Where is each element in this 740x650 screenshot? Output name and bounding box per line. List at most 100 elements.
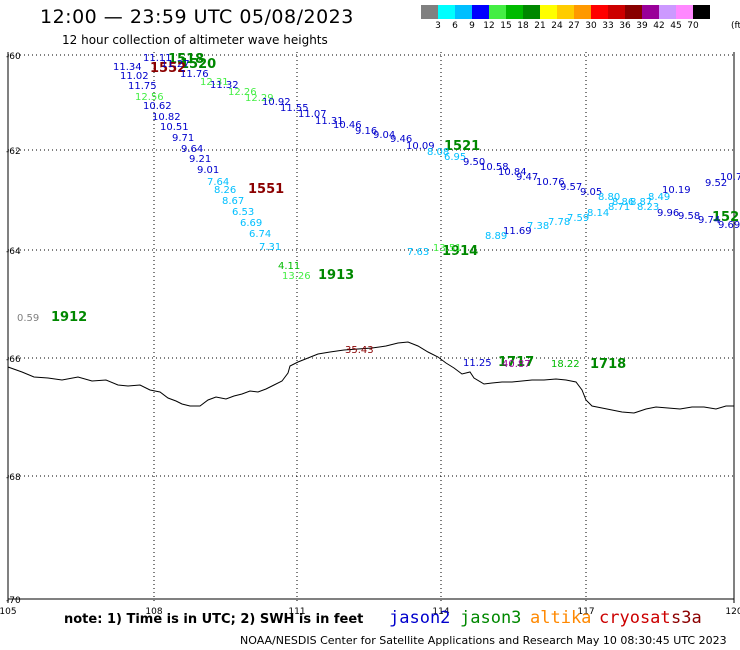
longitude-tick-label: 120: [725, 607, 740, 617]
track-id-label: 1913: [318, 268, 354, 283]
wave-height-label: 10.19: [662, 185, 691, 196]
wave-height-label: 11.32: [210, 80, 239, 91]
wave-height-label: 9.21: [189, 154, 211, 165]
track-id-label: 1552: [150, 61, 186, 76]
wave-height-label: 12.26: [228, 87, 257, 98]
colorbar-tick-label: 9: [469, 21, 475, 31]
wave-height-label: 8.08: [427, 147, 449, 158]
wave-height-label: 9.16: [355, 126, 377, 137]
wave-height-label: 7.38: [527, 221, 549, 232]
track-id-label: 1518: [168, 52, 204, 67]
wave-height-label: 11.11: [143, 53, 172, 64]
colorbar-tick-label: 12: [483, 21, 495, 31]
colorbar-tick-label: 33: [602, 21, 614, 31]
colorbar-swatch: [608, 5, 625, 19]
wave-height-label: 11.27: [161, 59, 190, 70]
wave-height-label: 11.69: [503, 226, 532, 237]
wave-height-label: 10.58: [480, 162, 509, 173]
colorbar-swatch: [642, 5, 659, 19]
wave-height-label: 10.51: [160, 122, 189, 133]
wave-height-label: 11.75: [128, 81, 157, 92]
track-id-label: 1717: [498, 355, 534, 370]
wave-height-label: 11.25: [463, 358, 492, 369]
wave-height-label: 10.09: [406, 141, 435, 152]
colorbar-swatch: [455, 5, 472, 19]
wave-height-label: 10.46: [333, 120, 362, 131]
colorbar-swatch: [472, 5, 489, 19]
latitude-tick-label: -60: [6, 52, 21, 62]
longitude-tick-label: 111: [288, 607, 305, 617]
graticule: 105 108 111 114 117 120 -60 -62 -64 -66 -68 -70: [0, 52, 740, 617]
colorbar-tick-label: 21: [534, 21, 546, 31]
colorbar-tick-label: 70: [687, 21, 699, 31]
satellite-legend-jason2: jason2: [389, 608, 451, 628]
wave-height-label: 8.14: [587, 208, 609, 219]
page-title: 12:00 — 23:59 UTC 05/08/2023: [40, 6, 354, 28]
colorbar-swatch: [489, 5, 506, 19]
wave-height-label: 6.95: [444, 152, 466, 163]
wave-height-label: 10.92: [262, 97, 291, 108]
wave-height-label: 9.57: [560, 182, 582, 193]
wave-height-label: 12.56: [135, 92, 164, 103]
colorbar-swatch: [421, 5, 438, 19]
wave-height-label: 9.64: [181, 144, 203, 155]
wave-height-label: 11.76: [180, 69, 209, 80]
wave-height-label: 8.23: [637, 202, 659, 213]
wave-height-label: 6.69: [240, 218, 262, 229]
colorbar-labels: 3 6 9 12 15 18 21 24 27 30 33 36 39 42 45 70: [421, 21, 740, 33]
satellite-legend-altika: altika: [530, 608, 592, 628]
wave-height-label: 9.05: [580, 187, 602, 198]
colorbar: [421, 5, 710, 19]
colorbar-tick-label: 42: [653, 21, 665, 31]
colorbar-tick-label: 6: [452, 21, 458, 31]
wave-height-label: 9.71: [172, 133, 194, 144]
wave-height-label: 10.7: [720, 172, 740, 183]
colorbar-unit: (ft): [731, 21, 740, 31]
colorbar-swatch: [625, 5, 642, 19]
wave-height-label: 6.53: [232, 207, 254, 218]
colorbar-tick-label: 45: [670, 21, 682, 31]
wave-height-label: 11.02: [120, 71, 149, 82]
wave-height-label: 9.69: [718, 220, 740, 231]
wave-height-label: 9.96: [657, 208, 679, 219]
wave-height-label: 7.59: [567, 213, 589, 224]
wave-height-label: 11.55: [280, 103, 309, 114]
wave-height-label: 8.49: [648, 192, 670, 203]
colorbar-swatch: [659, 5, 676, 19]
wave-height-label: 35.43: [345, 345, 374, 356]
longitude-tick-label: 117: [577, 607, 594, 617]
track-id-label: 1914: [442, 244, 478, 259]
wave-height-label: 8.67: [222, 196, 244, 207]
colorbar-tick-label: 30: [585, 21, 597, 31]
wave-height-label: 8.80: [598, 192, 620, 203]
wave-height-label: 7.64: [207, 177, 229, 188]
wave-height-label: 6.74: [249, 229, 271, 240]
colorbar-swatch: [438, 5, 455, 19]
wave-height-label: 7.63: [407, 247, 429, 258]
wave-height-label: 9.01: [197, 165, 219, 176]
colorbar-swatch: [574, 5, 591, 19]
latitude-tick-label: -68: [6, 473, 21, 483]
colorbar-tick-label: 27: [568, 21, 580, 31]
wave-height-label: 12.29: [245, 93, 274, 104]
wave-height-label: 10.82: [152, 112, 181, 123]
wave-height-label: 11.31: [315, 116, 344, 127]
wave-height-observations: 11.1111.3411.0211.7512.5610.6210.8210.51…: [17, 53, 740, 370]
page-subtitle: 12 hour collection of altimeter wave hei…: [62, 33, 328, 47]
satellite-legend-s3a: s3a: [671, 608, 702, 628]
colorbar-swatch: [523, 5, 540, 19]
latitude-tick-label: -64: [6, 247, 21, 257]
wave-height-label: 9.46: [390, 134, 412, 145]
wave-height-label: 9.74: [698, 215, 720, 226]
track-id-label: 1912: [51, 310, 87, 325]
wave-height-label: 10.62: [143, 101, 172, 112]
colorbar-tick-label: 39: [636, 21, 648, 31]
colorbar-tick-label: 24: [551, 21, 563, 31]
longitude-tick-label: 105: [0, 607, 17, 617]
wave-height-label: 10.84: [498, 167, 527, 178]
colorbar-tick-label: 18: [517, 21, 529, 31]
wave-height-label: 18.22: [551, 359, 580, 370]
